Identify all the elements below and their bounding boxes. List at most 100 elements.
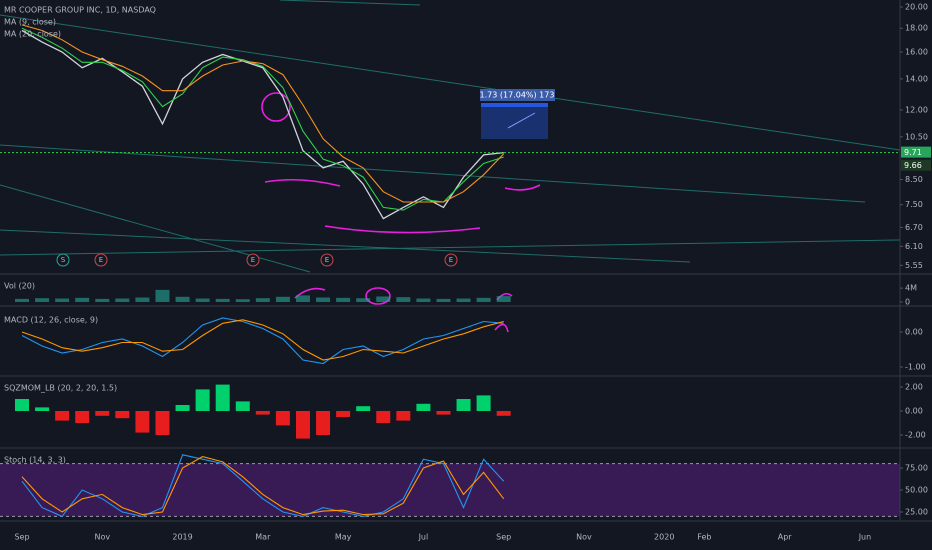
y-tick-label: 7.50 — [905, 200, 923, 209]
bar — [95, 298, 110, 302]
ma-value-label: 9.66 — [904, 161, 922, 170]
pane-title: SQZMOM_LB (20, 2, 20, 1.5) — [4, 384, 117, 393]
bar — [496, 296, 511, 302]
bar — [436, 411, 451, 415]
bar — [396, 297, 411, 302]
bar — [35, 298, 50, 302]
pane-title: Vol (20) — [4, 282, 35, 291]
x-tick-label: Nov — [94, 533, 110, 542]
pane-title: Stoch (14, 3, 3) — [4, 456, 66, 465]
bar — [75, 297, 90, 302]
bar — [115, 411, 130, 419]
series-line — [21, 456, 505, 516]
series-line — [21, 317, 504, 365]
y-tick-label: 10.50 — [905, 132, 928, 141]
bar — [356, 298, 371, 302]
event-marker — [56, 253, 70, 267]
event-label: E — [325, 256, 329, 264]
y-tick-label: 25.00 — [905, 507, 928, 516]
bar — [255, 411, 270, 415]
bar — [416, 298, 431, 302]
bar — [275, 296, 290, 302]
bar — [456, 298, 471, 302]
y-tick-label: 0.00 — [905, 407, 923, 416]
legend-entry: MA (20, close) — [4, 30, 61, 39]
bar — [416, 403, 431, 411]
y-tick-label: 20.00 — [905, 3, 928, 12]
x-tick-label: Jun — [858, 533, 872, 542]
bar — [396, 411, 411, 421]
y-tick-label: 18.00 — [905, 24, 928, 33]
event-label: E — [449, 256, 453, 264]
x-tick-label: Mar — [255, 533, 271, 542]
bar — [235, 299, 250, 302]
y-tick-label: 0.00 — [905, 328, 923, 337]
y-tick-label: -1.00 — [905, 362, 926, 371]
y-tick-label: 12.00 — [905, 105, 928, 114]
x-tick-label: Nov — [576, 533, 592, 542]
event-label: E — [251, 256, 255, 264]
bar — [275, 411, 290, 426]
bar — [135, 297, 150, 302]
x-tick-label: Sep — [14, 533, 29, 542]
event-marker — [246, 253, 260, 267]
x-tick-label: 2019 — [172, 533, 192, 542]
y-tick-label: 75.00 — [905, 464, 928, 473]
bar — [215, 384, 230, 411]
bar — [195, 389, 210, 411]
y-tick-label: 6.70 — [905, 223, 923, 232]
ma-tag — [901, 159, 931, 171]
bar — [55, 298, 70, 302]
bar — [496, 411, 511, 416]
bar — [356, 406, 371, 411]
bar — [15, 298, 29, 302]
bar — [476, 395, 491, 411]
y-tick-label: 5.55 — [905, 261, 923, 270]
bar — [376, 296, 391, 302]
bar — [15, 399, 29, 411]
bar — [336, 411, 351, 417]
bar — [155, 411, 170, 435]
bar — [476, 297, 491, 302]
y-tick-label: 4M — [905, 284, 917, 293]
pane-title: MR COOPER GROUP INC, 1D, NASDAQ — [4, 6, 156, 15]
y-tick-label: 16.00 — [905, 47, 928, 56]
bar — [235, 401, 250, 411]
event-marker — [444, 253, 458, 267]
bar — [175, 405, 190, 411]
last-price-tag — [901, 146, 931, 158]
annotation: 1.73 (17.04%) 173 — [480, 91, 555, 100]
bar — [316, 411, 331, 435]
event-marker — [94, 253, 108, 267]
y-tick-label: 14.00 — [905, 74, 928, 83]
bar — [255, 298, 270, 302]
bar — [215, 298, 230, 302]
x-tick-label: Jul — [418, 533, 429, 542]
legend-entry: MA (9, close) — [4, 18, 56, 27]
bar — [376, 411, 391, 423]
y-tick-label: 2.00 — [905, 383, 923, 392]
y-tick-label: 0 — [905, 298, 910, 307]
pane-title: MACD (12, 26, close, 9) — [4, 316, 98, 325]
bar — [436, 298, 451, 302]
bar — [295, 295, 310, 302]
series-line — [21, 24, 505, 203]
last-price-label: 9.71 — [904, 148, 922, 157]
measure-box: 1.73 (17.04%) 173 — [480, 89, 555, 139]
event-label: S — [61, 256, 66, 264]
event-label: E — [99, 256, 103, 264]
x-tick-label: Feb — [697, 533, 711, 542]
bar — [316, 297, 331, 302]
y-tick-label: -2.00 — [905, 431, 926, 440]
bar — [55, 411, 70, 421]
bar — [336, 297, 351, 302]
y-tick-label: 8.50 — [905, 175, 923, 184]
bar — [135, 411, 150, 433]
bar — [95, 411, 110, 416]
bar — [456, 399, 471, 411]
bar — [155, 289, 170, 302]
y-tick-label: 6.10 — [905, 242, 923, 251]
bar — [175, 296, 190, 302]
